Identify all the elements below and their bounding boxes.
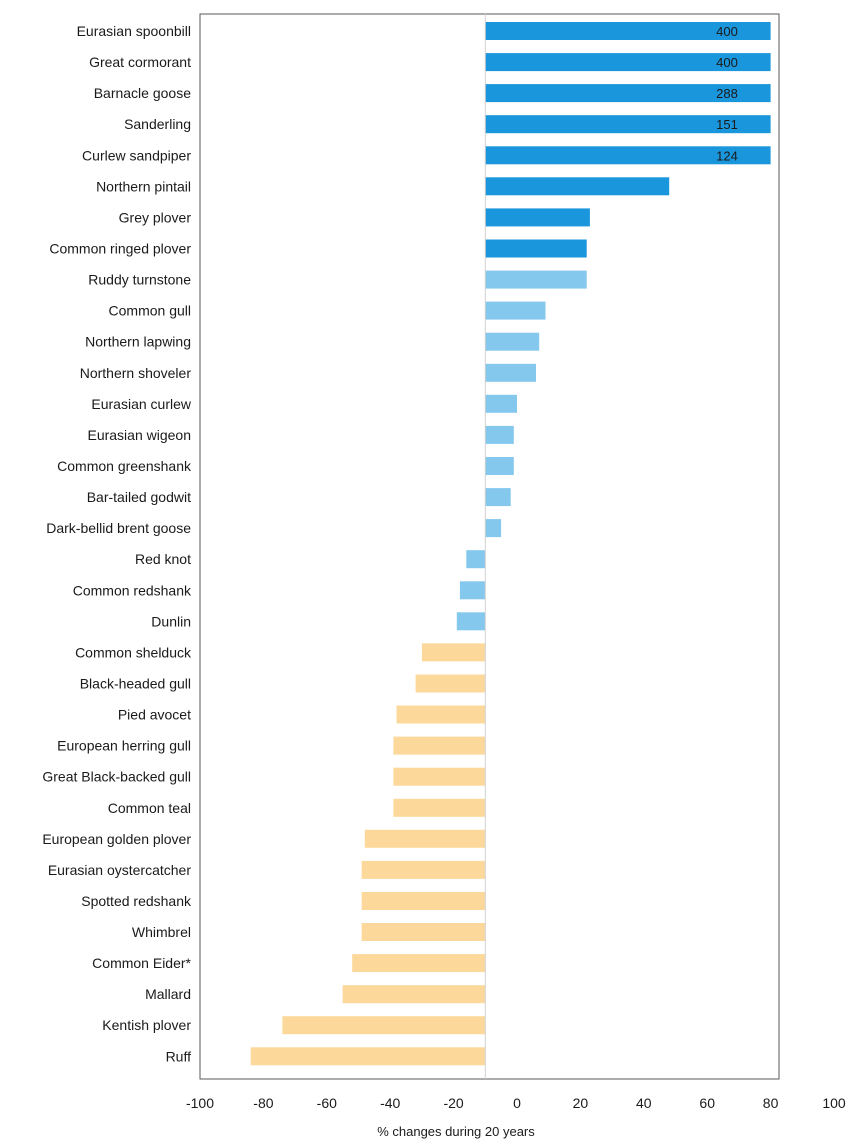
bar bbox=[250, 1047, 486, 1066]
x-tick-label: -20 bbox=[443, 1095, 463, 1111]
bar bbox=[456, 612, 486, 631]
category-label: Northern pintail bbox=[96, 178, 191, 194]
category-label: Northern shoveler bbox=[80, 365, 192, 381]
category-label: Eurasian curlew bbox=[91, 396, 191, 412]
bar bbox=[396, 705, 486, 724]
category-label: Common ringed plover bbox=[49, 241, 191, 257]
category-label: Barnacle goose bbox=[94, 85, 192, 101]
bar bbox=[364, 829, 486, 848]
bar bbox=[485, 208, 590, 227]
x-tick-label: 80 bbox=[763, 1095, 779, 1111]
bar bbox=[466, 550, 486, 569]
category-label: Curlew sandpiper bbox=[82, 147, 191, 163]
bar bbox=[485, 177, 670, 196]
category-label: Kentish plover bbox=[102, 1017, 191, 1033]
bar bbox=[393, 767, 486, 786]
category-label: Northern lapwing bbox=[85, 334, 191, 350]
category-label: Great cormorant bbox=[89, 54, 191, 70]
category-label: Eurasian oystercatcher bbox=[48, 862, 192, 878]
category-label: Ruddy turnstone bbox=[88, 272, 191, 288]
bar bbox=[485, 84, 771, 103]
bar bbox=[485, 519, 502, 538]
bar bbox=[421, 643, 486, 662]
x-axis-ticks: -100 -80 -60 -40 -20 0 20 40 60 80 100 bbox=[186, 1095, 846, 1111]
bar bbox=[485, 457, 514, 475]
category-label: Spotted redshank bbox=[81, 893, 192, 909]
bar bbox=[485, 53, 771, 72]
category-label: Pied avocet bbox=[118, 707, 191, 723]
category-label: Bar-tailed godwit bbox=[87, 489, 191, 505]
category-label: Common gull bbox=[109, 303, 191, 319]
category-label: Ruff bbox=[166, 1048, 192, 1064]
data-label: 124 bbox=[716, 148, 738, 163]
bar bbox=[361, 892, 486, 910]
bar bbox=[415, 674, 486, 693]
bar bbox=[485, 488, 511, 507]
bar bbox=[361, 923, 486, 941]
x-axis-title: % changes during 20 years bbox=[377, 1124, 535, 1139]
category-label: Common teal bbox=[108, 800, 191, 816]
category-label: Whimbrel bbox=[132, 924, 191, 940]
x-tick-label: 60 bbox=[699, 1095, 715, 1111]
bar bbox=[361, 860, 486, 879]
bar bbox=[485, 146, 771, 165]
x-tick-label: -40 bbox=[380, 1095, 400, 1111]
category-label: Great Black-backed gull bbox=[42, 769, 191, 785]
x-tick-label: -80 bbox=[253, 1095, 273, 1111]
category-label: Dark-bellid brent goose bbox=[46, 520, 191, 536]
category-label: Dunlin bbox=[151, 613, 191, 629]
category-label: Eurasian wigeon bbox=[87, 427, 191, 443]
category-label: European golden plover bbox=[42, 831, 191, 847]
bar bbox=[485, 425, 514, 444]
bar bbox=[485, 239, 587, 258]
category-label: Sanderling bbox=[124, 116, 191, 132]
bar bbox=[342, 985, 486, 1004]
category-label: Red knot bbox=[135, 551, 191, 567]
bars-layer bbox=[250, 22, 771, 1066]
data-label: 288 bbox=[716, 86, 738, 101]
x-tick-label: -60 bbox=[317, 1095, 337, 1111]
bar bbox=[393, 736, 486, 755]
x-tick-label: 40 bbox=[636, 1095, 652, 1111]
category-label: Common greenshank bbox=[57, 458, 192, 474]
category-label: Common redshank bbox=[73, 582, 192, 598]
category-label: European herring gull bbox=[57, 738, 191, 754]
bar bbox=[282, 1016, 486, 1035]
category-label: Grey plover bbox=[119, 209, 192, 225]
bar bbox=[485, 332, 540, 351]
bar bbox=[352, 954, 486, 973]
data-label: 400 bbox=[716, 24, 738, 39]
category-label: Common shelduck bbox=[75, 644, 192, 660]
x-tick-label: 0 bbox=[513, 1095, 521, 1111]
x-tick-label: 20 bbox=[573, 1095, 589, 1111]
bar bbox=[485, 301, 546, 320]
bar bbox=[393, 798, 486, 817]
x-tick-label: -100 bbox=[186, 1095, 214, 1111]
bar bbox=[485, 394, 517, 413]
bar bbox=[485, 363, 536, 382]
bar bbox=[485, 270, 587, 289]
bar bbox=[485, 22, 771, 40]
category-label: Mallard bbox=[145, 986, 191, 1002]
category-label: Black-headed gull bbox=[80, 676, 191, 692]
bar bbox=[485, 115, 771, 134]
category-labels: Eurasian spoonbill 400 Great cormorant 400 B… bbox=[42, 23, 738, 1064]
plot-area bbox=[199, 13, 780, 1080]
x-tick-label: 100 bbox=[822, 1095, 846, 1111]
category-label: Eurasian spoonbill bbox=[77, 23, 191, 39]
data-label: 400 bbox=[716, 55, 738, 70]
category-label: Common Eider* bbox=[92, 955, 191, 971]
bar bbox=[459, 581, 486, 600]
data-label: 151 bbox=[716, 117, 738, 132]
